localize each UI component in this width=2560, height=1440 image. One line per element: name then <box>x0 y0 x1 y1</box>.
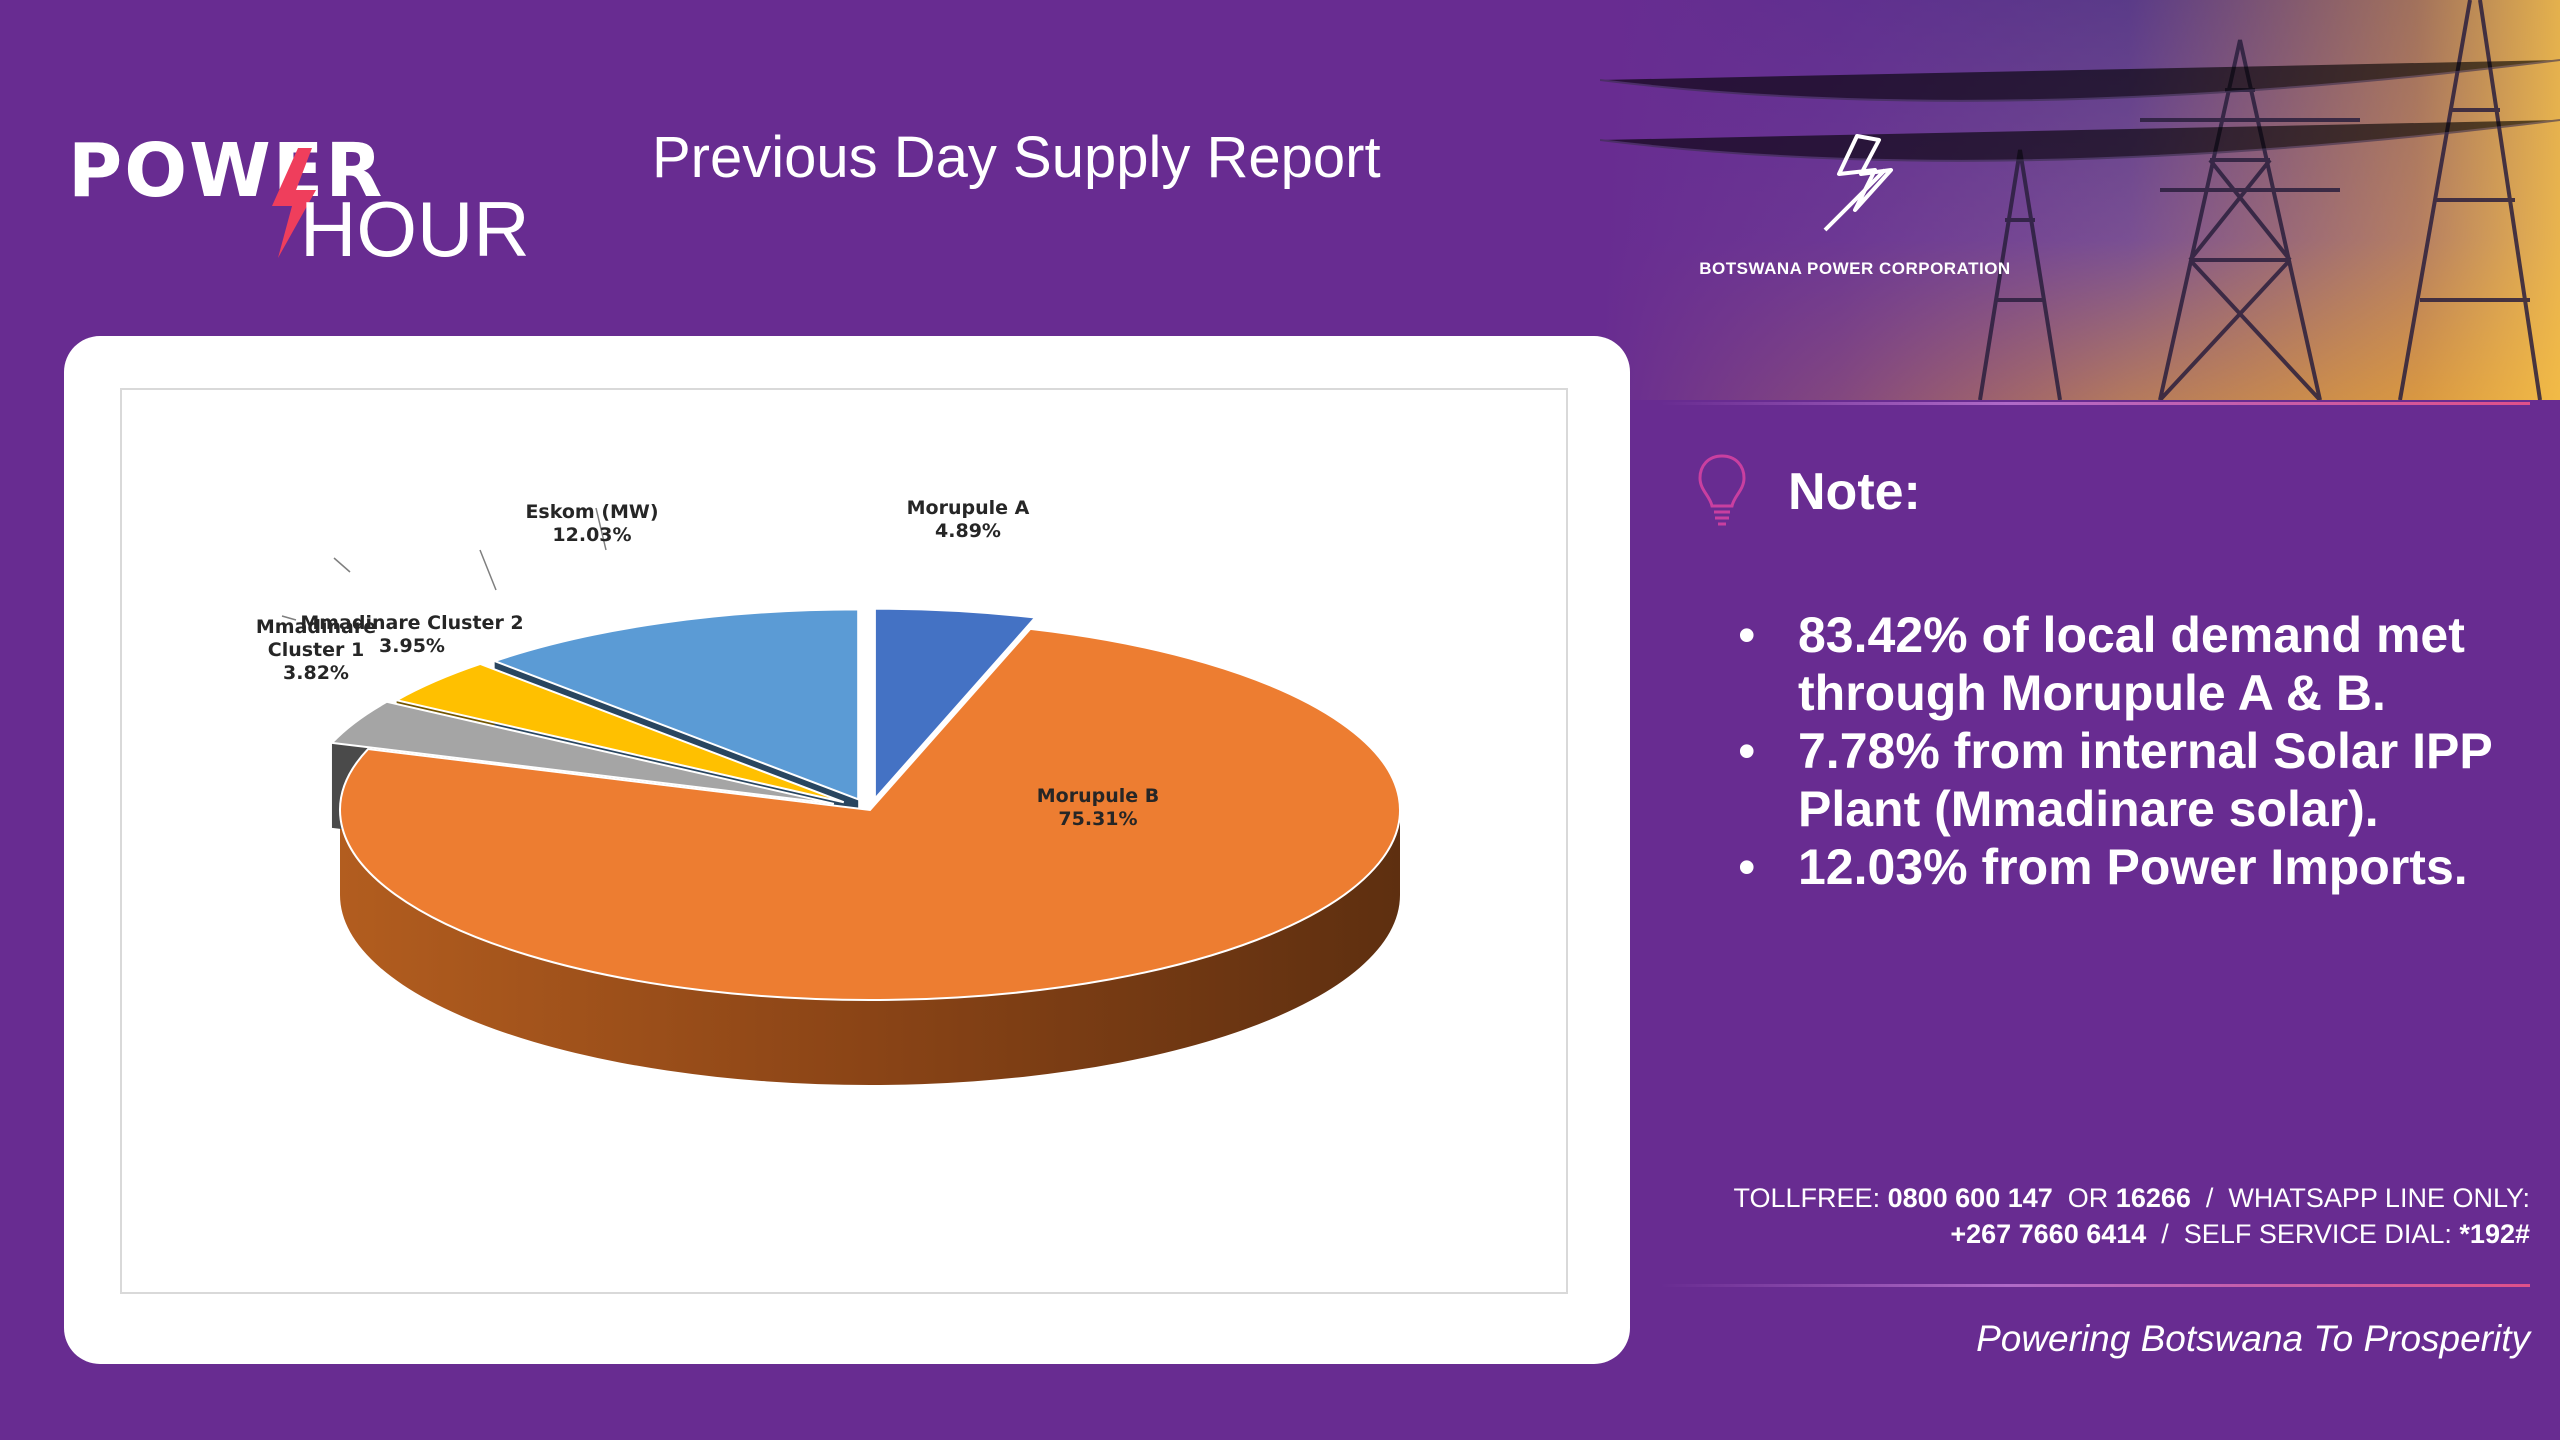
lightbulb-icon <box>1698 454 1746 526</box>
pie-chart: Morupule A4.89% Morupule B75.31% Mmadinare… <box>256 497 1401 1085</box>
tollfree-number[interactable]: 0800 600 147 <box>1887 1183 2053 1213</box>
pie-slice-morupule-b <box>339 627 1401 1001</box>
lightning-bolt-icon <box>272 148 316 258</box>
divider-bottom <box>1660 1284 2530 1287</box>
self-service-code[interactable]: *192# <box>2459 1219 2530 1249</box>
pie-label-name: Mmadinare Cluster 1 <box>256 616 376 661</box>
logo-power-text: POWER <box>68 128 385 214</box>
pie-label-value: 4.89% <box>935 520 1001 542</box>
pie-side-morupule-b <box>340 810 1400 1085</box>
pie-leader-line <box>333 557 351 573</box>
self-service-label: SELF SERVICE DIAL: <box>2183 1219 2452 1249</box>
pie-leader-line <box>479 549 497 591</box>
pie-slice-mmadinare-cluster-1 <box>329 700 835 805</box>
pie-label-value: 75.31% <box>1058 808 1137 830</box>
bpc-logo-icon <box>1823 134 1893 232</box>
chart-frame: Morupule A 4.89% Morupule B 75.31% Mmadinare… <box>120 388 1568 1294</box>
pie-label-name: Morupule A <box>907 497 1030 519</box>
slogan: Powering Botswana To Prosperity <box>1976 1318 2530 1359</box>
list-item: 83.42% of local demand met through Morup… <box>1738 606 2498 722</box>
pie-label-value: 12.03% <box>552 524 631 546</box>
whatsapp-label: WHATSAPP LINE ONLY: <box>2228 1183 2530 1213</box>
pie-label-mmadinare-cluster-1: Mmadinare Cluster 13.82% <box>256 616 376 684</box>
pie-label-name: Mmadinare Cluster 2 <box>300 612 523 634</box>
pie-label-value: 3.82% <box>283 662 349 684</box>
power-hour-logo: POWER HOUR <box>68 128 538 273</box>
pie-label-eskom-mw: Eskom (MW)12.03% <box>525 501 658 546</box>
bpc-logo: BOTSWANA POWER CORPORATION <box>1690 130 2020 279</box>
bpc-name: BOTSWANA POWER CORPORATION <box>1699 259 2011 278</box>
page-title: Previous Day Supply Report <box>652 125 1381 190</box>
pie-leader-line <box>281 615 297 621</box>
note-title: Note: <box>1788 463 1921 521</box>
pie-slice-eskom-mw <box>491 608 860 801</box>
pie-label-value: 3.95% <box>379 635 445 657</box>
pie-label-mmadinare-cluster-2: Mmadinare Cluster 23.95% <box>300 612 523 657</box>
pie-label-morupule-b: Morupule B75.31% <box>1037 785 1159 830</box>
pie-slice-morupule-a <box>873 607 1038 802</box>
or-label: OR <box>2067 1183 2109 1213</box>
logo-hour-text: HOUR <box>300 185 530 273</box>
list-item: 12.03% from Power Imports. <box>1738 838 2498 896</box>
tollfree-label: TOLLFREE: <box>1733 1183 1881 1213</box>
note-list: 83.42% of local demand met through Morup… <box>1738 606 2498 896</box>
pylon-illustration <box>1599 0 2560 402</box>
whatsapp-number[interactable]: +267 7660 6414 <box>1950 1219 2147 1249</box>
pie-slice-mmadinare-cluster-2 <box>393 662 845 804</box>
pie-label-name: Eskom (MW) <box>525 501 658 523</box>
list-item: 7.78% from internal Solar IPP Plant (Mma… <box>1738 722 2498 838</box>
pie-label-name: Morupule B <box>1037 785 1159 807</box>
pie-leader-line <box>595 507 607 551</box>
contact-info: TOLLFREE: 0800 600 147 OR 16266 / WHATSA… <box>1733 1183 2530 1249</box>
divider-top <box>1660 402 2530 405</box>
short-number[interactable]: 16266 <box>2115 1183 2191 1213</box>
pie-label-morupule-a: Morupule A4.89% <box>907 497 1030 542</box>
hero-image <box>1599 0 2560 402</box>
